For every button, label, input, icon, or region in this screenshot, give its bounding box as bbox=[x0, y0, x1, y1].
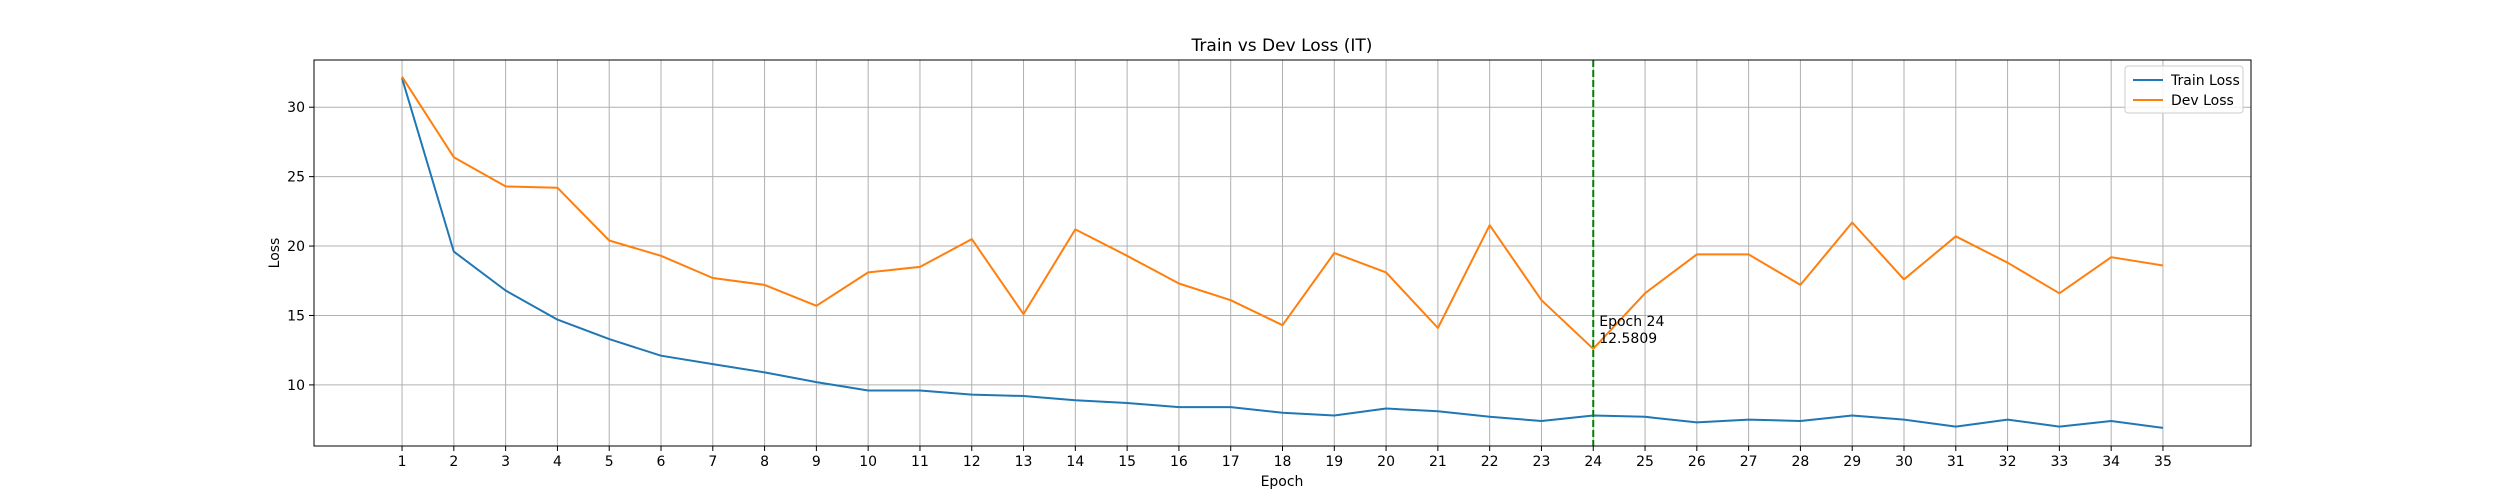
legend-label: Train Loss bbox=[2170, 73, 2240, 89]
x-axis-label: Epoch bbox=[1261, 474, 1304, 490]
x-tick-label: 25 bbox=[1636, 454, 1654, 470]
x-tick-label: 12 bbox=[963, 454, 981, 470]
y-tick-label: 30 bbox=[287, 100, 305, 116]
y-tick-label: 25 bbox=[287, 170, 305, 186]
x-tick-label: 9 bbox=[812, 454, 821, 470]
x-tick-label: 29 bbox=[1843, 454, 1861, 470]
x-tick-label: 28 bbox=[1792, 454, 1810, 470]
series-line-dev-loss bbox=[401, 76, 2164, 350]
annotation-epoch-label: Epoch 24 bbox=[1599, 314, 1664, 330]
x-tick-label: 5 bbox=[605, 454, 614, 470]
x-tick-label: 35 bbox=[2154, 454, 2172, 470]
x-tick-label: 23 bbox=[1533, 454, 1551, 470]
x-tick-label: 17 bbox=[1222, 454, 1240, 470]
x-tick-label: 7 bbox=[708, 454, 717, 470]
x-tick-label: 13 bbox=[1015, 454, 1033, 470]
x-tick-label: 27 bbox=[1740, 454, 1758, 470]
x-tick-label: 4 bbox=[553, 454, 562, 470]
annotation-value-label: 12.5809 bbox=[1599, 331, 1657, 347]
y-ticks: 10 15 20 25 30 bbox=[287, 100, 314, 394]
x-tick-label: 30 bbox=[1895, 454, 1913, 470]
legend-label: Dev Loss bbox=[2171, 93, 2234, 109]
x-tick-label: 10 bbox=[859, 454, 877, 470]
x-tick-label: 33 bbox=[2050, 454, 2068, 470]
y-tick-label: 15 bbox=[287, 308, 305, 324]
x-tick-label: 24 bbox=[1584, 454, 1602, 470]
x-tick-label: 16 bbox=[1170, 454, 1188, 470]
plot-frame bbox=[313, 59, 2252, 447]
chart-title: Train vs Dev Loss (IT) bbox=[1191, 36, 1373, 56]
series-line-train-loss bbox=[401, 77, 2164, 429]
x-tick-label: 15 bbox=[1118, 454, 1136, 470]
x-tick-label: 26 bbox=[1688, 454, 1706, 470]
x-tick-label: 8 bbox=[760, 454, 769, 470]
y-tick-label: 20 bbox=[287, 239, 305, 255]
x-tick-label: 31 bbox=[1947, 454, 1965, 470]
x-tick-label: 22 bbox=[1481, 454, 1499, 470]
y-axis-label: Loss bbox=[267, 238, 283, 269]
x-tick-label: 32 bbox=[1999, 454, 2017, 470]
legend-box bbox=[2124, 65, 2244, 114]
y-tick-label: 10 bbox=[287, 378, 305, 394]
x-tick-label: 21 bbox=[1429, 454, 1447, 470]
grid-lines bbox=[314, 60, 2251, 446]
x-tick-label: 3 bbox=[501, 454, 510, 470]
x-tick-label: 14 bbox=[1066, 454, 1084, 470]
x-tick-label: 6 bbox=[657, 454, 666, 470]
x-tick-label: 2 bbox=[449, 454, 458, 470]
x-ticks: 1 2 3 4 5 6 7 8 9 10 11 12 13 14 15 16 17 18 19 20 21 22 23 24 2… bbox=[398, 446, 2172, 470]
x-tick-label: 34 bbox=[2102, 454, 2120, 470]
x-tick-label: 1 bbox=[398, 454, 407, 470]
x-tick-label: 19 bbox=[1325, 454, 1343, 470]
x-tick-label: 11 bbox=[911, 454, 929, 470]
legend: Train Loss Dev Loss bbox=[2124, 65, 2244, 114]
series-layer bbox=[401, 76, 2164, 429]
x-tick-label: 18 bbox=[1274, 454, 1292, 470]
x-tick-label: 20 bbox=[1377, 454, 1395, 470]
